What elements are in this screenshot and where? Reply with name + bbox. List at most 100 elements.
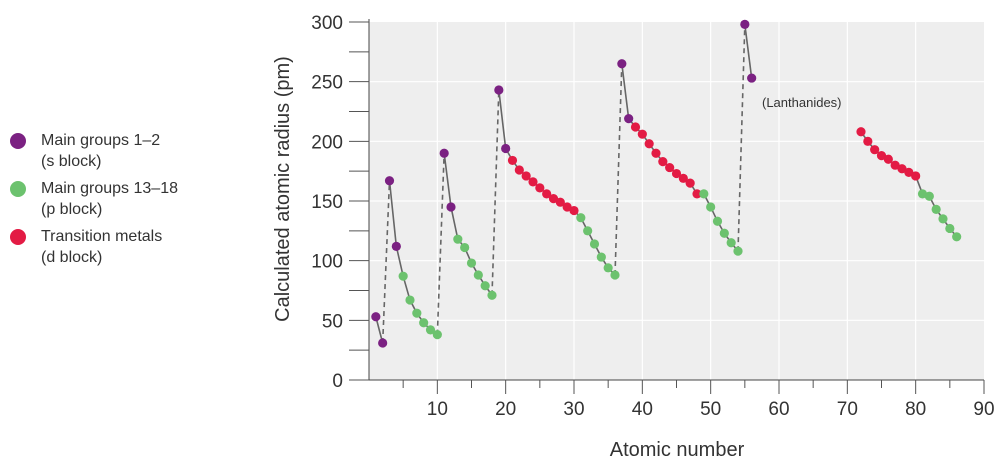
data-point-d-block [555, 197, 565, 207]
data-point-p-block [412, 308, 422, 318]
y-tick-label: 200 [311, 132, 343, 153]
data-point-s-block [740, 19, 750, 29]
data-point-p-block [460, 242, 470, 253]
data-point-s-block [391, 241, 401, 251]
grid [369, 22, 984, 380]
data-point-d-block [870, 145, 880, 155]
data-point-s-block [378, 338, 388, 348]
y-axis-label: Calculated atomic radius (pm) [272, 56, 294, 322]
ticks: 0 50 100 150 200 250 300 10 20 30 40 50 60 70 80 90 [311, 13, 994, 420]
data-point-p-block [405, 295, 415, 305]
data-point-d-block [863, 136, 873, 146]
data-point-d-block [911, 171, 921, 181]
legend-item-s-block: Main groups 1–2 (s block) [8, 130, 238, 172]
data-point-d-block [630, 122, 641, 132]
legend-label: Main groups 1–2 [41, 132, 161, 149]
data-point-p-block [945, 223, 955, 234]
data-point-d-block [644, 139, 654, 149]
y-tick-label: 250 [311, 73, 343, 94]
period-connector [381, 180, 391, 344]
x-tick-label: 70 [837, 399, 858, 420]
x-tick-label: 20 [495, 399, 516, 420]
data-point-d-block [856, 127, 866, 137]
data-point-p-block [487, 290, 497, 300]
data-point-d-block [569, 205, 579, 216]
legend-label: Transition metals [41, 228, 163, 245]
data-point-p-block [576, 213, 586, 223]
x-tick-label: 60 [768, 399, 789, 420]
y-tick-label: 50 [322, 311, 343, 332]
data-point-s-block [384, 176, 395, 186]
data-point-d-block [637, 129, 647, 139]
legend-sublabel: (d block) [41, 249, 103, 266]
y-tick-label: 300 [311, 13, 343, 34]
y-tick-label: 100 [311, 252, 343, 273]
data-point-d-block [521, 171, 531, 181]
data-point-s-block [446, 202, 456, 212]
data-point-d-block [651, 148, 661, 158]
legend-item-d-block: Transition metals (d block) [8, 226, 238, 268]
legend: Main groups 1–2 (s block) Main groups 13… [8, 130, 238, 274]
data-point-p-block [706, 202, 716, 212]
data-point-p-block [480, 281, 490, 291]
data-point-d-block [542, 189, 552, 199]
data-point-p-block [931, 204, 941, 214]
data-point-s-block [494, 85, 504, 95]
data-points [371, 19, 962, 348]
data-point-d-block [692, 189, 702, 199]
data-point-s-block [501, 143, 511, 154]
data-point-d-block [678, 173, 688, 183]
data-point-p-block [712, 216, 723, 226]
data-point-s-block [624, 114, 634, 124]
data-point-p-block [473, 270, 483, 280]
legend-label: Main groups 13–18 [41, 180, 178, 197]
data-point-d-block [514, 165, 524, 175]
data-point-p-block [466, 258, 477, 268]
legend-item-p-block: Main groups 13–18 (p block) [8, 178, 238, 220]
data-point-p-block [952, 232, 962, 242]
period-connector [737, 24, 746, 252]
series-line [744, 24, 753, 79]
data-point-d-block [685, 178, 695, 188]
data-point-p-block [453, 234, 463, 244]
legend-swatch-s-block [10, 133, 26, 149]
data-point-d-block [897, 164, 907, 174]
data-point-p-block [425, 325, 436, 335]
data-point-p-block [583, 226, 593, 236]
data-point-p-block [610, 270, 620, 280]
data-point-d-block [904, 167, 914, 177]
data-point-p-block [924, 191, 934, 201]
x-tick-label: 10 [427, 399, 448, 420]
data-point-d-block [658, 157, 668, 167]
legend-swatch-p-block [10, 181, 26, 197]
x-axis-label: Atomic number [610, 439, 745, 458]
data-point-p-block [726, 238, 736, 248]
data-point-s-block [617, 59, 627, 69]
data-point-d-block [890, 160, 900, 170]
y-tick-label: 150 [311, 192, 343, 213]
data-point-p-block [699, 189, 709, 199]
data-point-d-block [562, 202, 572, 212]
data-point-p-block [596, 252, 606, 262]
legend-swatch-d-block [10, 229, 26, 245]
legend-sublabel: (s block) [41, 153, 102, 170]
data-point-s-block [747, 73, 757, 83]
data-point-d-block [876, 151, 887, 161]
data-point-s-block [371, 312, 381, 322]
period-connector [491, 89, 500, 296]
legend-sublabel: (p block) [41, 201, 103, 218]
x-tick-label: 40 [632, 399, 653, 420]
data-point-p-block [432, 330, 442, 340]
x-tick-label: 50 [700, 399, 721, 420]
data-point-d-block [671, 168, 682, 179]
data-point-d-block [883, 154, 893, 164]
data-point-p-block [603, 263, 613, 273]
data-point-d-block [535, 183, 545, 193]
x-tick-label: 80 [905, 399, 926, 420]
data-point-p-block [719, 228, 729, 238]
data-point-p-block [419, 318, 429, 328]
data-point-s-block [439, 148, 449, 158]
data-point-d-block [548, 194, 559, 204]
data-point-p-block [938, 214, 948, 224]
